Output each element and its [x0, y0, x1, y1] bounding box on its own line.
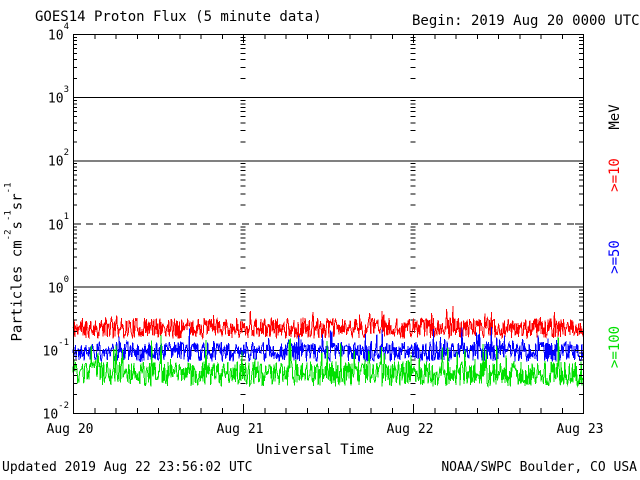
series-label-10: >=10: [607, 158, 623, 192]
source-attribution: NOAA/SWPC Boulder, CO USA: [441, 460, 637, 475]
y-tick-label: 102: [47, 148, 69, 170]
axis-ticks: [73, 34, 584, 414]
series-trace-50: [72, 326, 584, 364]
y-tick-label: 103: [47, 85, 69, 107]
x-tick-label: Aug 21: [216, 422, 264, 437]
updated-timestamp: Updated 2019 Aug 22 23:56:02 UTC: [2, 460, 253, 475]
mev-unit-label: MeV: [607, 104, 623, 130]
series-trace-10: [72, 305, 584, 340]
series-label-50: >=50: [607, 240, 623, 274]
x-tick-label: Aug 22: [386, 422, 434, 437]
y-tick-label: 101: [47, 211, 69, 233]
gridlines: [73, 97, 583, 351]
x-tick-label: Aug 20: [46, 422, 94, 437]
series-trace-100: [72, 334, 584, 388]
begin-timestamp: Begin: 2019 Aug 20 0000 UTC: [412, 13, 640, 29]
y-tick-label: 100: [47, 274, 69, 296]
x-tick-label: Aug 23: [556, 422, 604, 437]
y-tick-label: 104: [47, 22, 69, 44]
x-axis-title: Universal Time: [255, 442, 375, 458]
series-label-100: >=100: [607, 325, 623, 369]
y-tick-label: 10-1: [42, 337, 70, 360]
y-axis-title: Particles cm-2s-1sr-1: [3, 182, 26, 342]
chart-title: GOES14 Proton Flux (5 minute data): [35, 9, 322, 25]
interior-day-axis-ticks: [240, 36, 416, 395]
y-tick-label: 10-2: [42, 401, 70, 423]
